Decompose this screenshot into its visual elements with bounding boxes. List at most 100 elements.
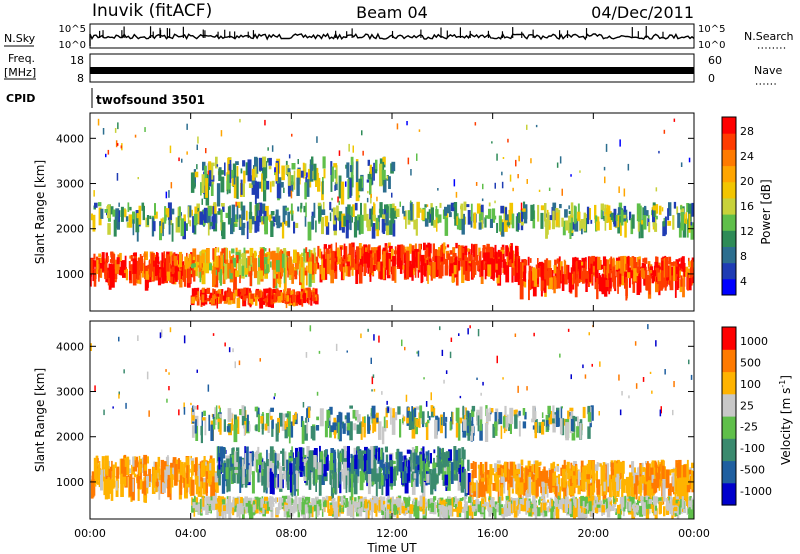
power-cell	[225, 212, 229, 218]
power-cell	[285, 164, 290, 175]
power-cell	[561, 274, 565, 291]
power-cell	[552, 202, 557, 210]
power-cell	[232, 289, 235, 297]
power-cell	[304, 252, 308, 263]
velocity-cell	[593, 500, 597, 510]
velocity-cell	[531, 481, 535, 496]
power-cell	[527, 256, 530, 266]
velocity-cell	[439, 498, 441, 505]
power-scatter-cell	[502, 157, 505, 159]
power-cell	[251, 168, 255, 181]
velocity-cell	[345, 503, 349, 507]
power-cell	[200, 182, 202, 196]
power-cell	[231, 178, 234, 186]
power-cell	[227, 263, 230, 279]
velocity-cell	[361, 503, 366, 512]
power-cell	[461, 216, 465, 235]
power-cell	[263, 257, 268, 265]
power-scatter-cell	[518, 155, 520, 162]
power-cell	[231, 204, 236, 223]
power-scatter-cell	[426, 204, 429, 207]
velocity-cell	[282, 466, 285, 471]
velocity-cell	[342, 453, 347, 469]
velocity-cell	[592, 473, 596, 481]
power-cell	[189, 220, 192, 227]
power-cell	[334, 182, 338, 191]
power-cell	[622, 214, 627, 219]
power-cell	[144, 251, 146, 264]
velocity-cell	[617, 504, 620, 514]
power-cell	[471, 259, 475, 278]
power-cell	[360, 246, 364, 265]
power-cell	[489, 246, 494, 259]
velocity-cell	[337, 462, 340, 472]
velocity-cell	[670, 483, 674, 487]
power-cell	[212, 206, 215, 215]
velocity-cell	[245, 508, 249, 514]
velocity-cell	[350, 455, 355, 479]
power-cell	[369, 172, 372, 195]
power-cell	[639, 266, 643, 270]
power-cell	[468, 254, 473, 262]
velocity-cell	[286, 501, 290, 509]
velocity-cell	[570, 462, 573, 477]
power-cell	[92, 270, 94, 282]
power-cell	[251, 216, 255, 225]
power-cell	[632, 257, 636, 268]
velocity-cell	[507, 471, 511, 491]
velocity-cell	[596, 496, 599, 506]
velocity-cell	[170, 465, 174, 480]
power-cell	[128, 261, 131, 269]
velocity-cell	[179, 472, 183, 495]
power-cell	[263, 289, 267, 299]
power-cell	[595, 221, 600, 231]
power-cell	[226, 180, 231, 190]
velocity-cell	[495, 466, 498, 479]
velocity-cell	[232, 496, 235, 510]
velocity-cell	[226, 499, 229, 511]
power-cell	[303, 163, 307, 176]
power-cell	[483, 252, 487, 262]
freq-label-unit: [MHz]	[4, 66, 36, 79]
velocity-cell	[234, 469, 239, 474]
velocity-cell	[483, 484, 486, 498]
velocity-cell	[367, 471, 371, 495]
power-cell	[651, 276, 655, 284]
velocity-cell	[361, 472, 365, 483]
velocity-cell	[655, 496, 659, 501]
power-cell	[240, 179, 243, 195]
power-cell	[425, 255, 428, 271]
power-cell	[196, 203, 200, 223]
power-cell	[307, 168, 312, 188]
velocity-cell	[594, 507, 599, 514]
velocity-cell	[110, 478, 114, 485]
power-cell	[372, 264, 376, 271]
velocity-cell	[183, 476, 186, 488]
velocity-cell	[221, 463, 225, 473]
velocity-cell	[471, 474, 474, 494]
velocity-cell	[560, 467, 563, 476]
power-cell	[353, 221, 358, 238]
power-cell	[677, 212, 681, 228]
power-cell	[194, 262, 197, 277]
power-cell	[243, 170, 246, 184]
power-cell	[402, 265, 405, 270]
power-cell	[175, 260, 180, 269]
power-cell	[367, 261, 371, 274]
power-cell	[345, 219, 349, 239]
power-cell	[620, 222, 622, 236]
power-cell	[100, 268, 103, 278]
power-cell	[280, 292, 283, 301]
power-cell	[156, 272, 159, 276]
power-cell	[415, 218, 418, 236]
power-scatter-cell	[568, 205, 570, 210]
velocity-cell	[594, 464, 599, 471]
power-scatter-cell	[494, 182, 496, 189]
power-cell	[331, 166, 334, 182]
power-cell	[132, 258, 137, 274]
power-cell	[478, 247, 481, 256]
power-cell	[685, 212, 688, 224]
power-cell	[293, 221, 296, 234]
velocity-cell	[430, 502, 435, 513]
